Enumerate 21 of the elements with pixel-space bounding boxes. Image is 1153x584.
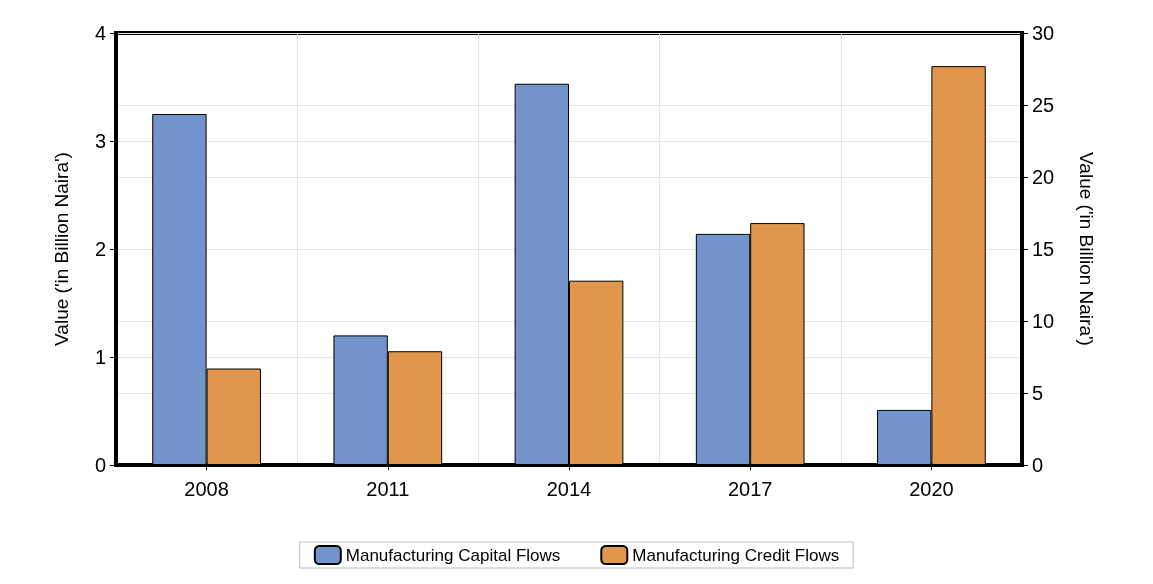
y2-tick-label: 20 bbox=[1032, 166, 1055, 188]
legend-label: Manufacturing Credit Flows bbox=[632, 545, 840, 565]
y2-tick-label: 15 bbox=[1032, 238, 1055, 260]
y-tick-label: 0 bbox=[94, 454, 106, 476]
y2-axis-title: Value ('in Billion Naira') bbox=[1076, 152, 1097, 346]
x-tick-label: 2017 bbox=[727, 478, 773, 500]
y2-tick-label: 10 bbox=[1032, 310, 1055, 332]
y-axis-title: Value ('in Billion Naira') bbox=[51, 152, 72, 346]
y2-tick-label: 25 bbox=[1032, 94, 1055, 116]
legend-label: Manufacturing Capital Flows bbox=[345, 545, 561, 565]
y2-tick-label: 30 bbox=[1032, 22, 1055, 44]
y2-tick-label: 0 bbox=[1032, 454, 1044, 476]
y-tick-label: 2 bbox=[94, 238, 106, 260]
y2-tick-label: 5 bbox=[1032, 382, 1044, 404]
x-tick-label: 2011 bbox=[366, 478, 410, 500]
x-tick-label: 2014 bbox=[546, 478, 592, 500]
y-tick-label: 3 bbox=[94, 130, 106, 152]
y-tick-label: 1 bbox=[94, 346, 106, 368]
y-tick-label: 4 bbox=[94, 22, 106, 44]
x-tick-label: 2020 bbox=[909, 478, 954, 500]
x-tick-label: 2008 bbox=[184, 478, 229, 500]
